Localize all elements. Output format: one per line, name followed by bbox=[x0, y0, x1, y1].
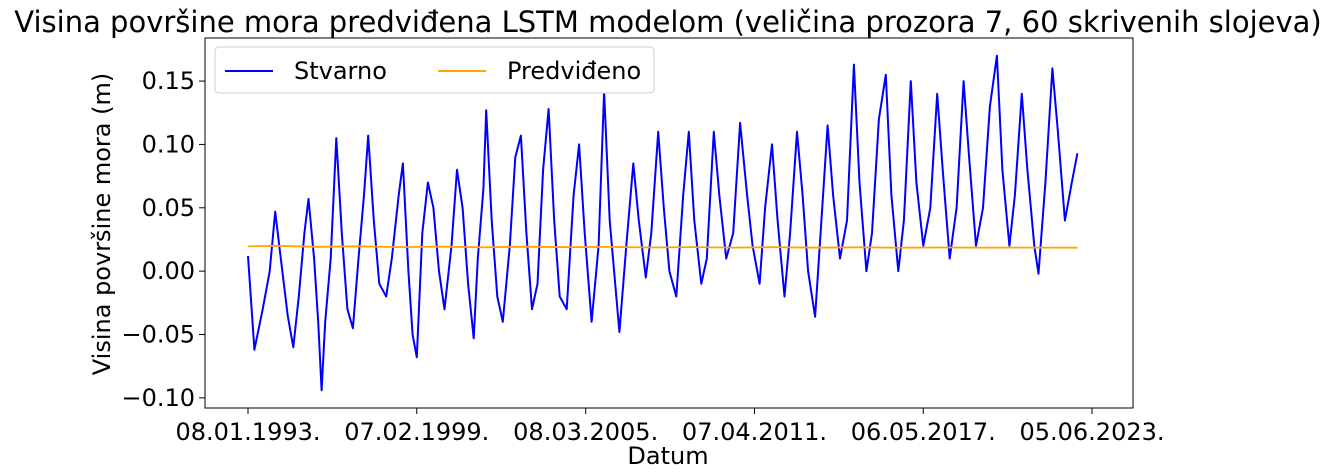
legend-label-predvideno: Predviđeno bbox=[507, 57, 641, 85]
y-axis-ticks: −0.10 −0.05 0.00 0.05 0.10 0.15 bbox=[121, 67, 205, 412]
y-tick-label: 0.10 bbox=[142, 130, 195, 158]
x-tick-label: 08.01.1993. bbox=[175, 418, 320, 446]
series-line-predvideno bbox=[247, 244, 1078, 249]
series-line-stvarno bbox=[247, 54, 1079, 392]
legend: Stvarno Predviđeno bbox=[214, 46, 655, 94]
x-tick-label: 06.05.2017. bbox=[851, 418, 996, 446]
x-tick-label: 07.02.1999. bbox=[344, 418, 489, 446]
series-layer bbox=[247, 54, 1079, 392]
y-axis-label: Visina površine mora (m) bbox=[88, 73, 116, 375]
legend-box bbox=[214, 46, 655, 94]
x-tick-label: 07.04.2011. bbox=[682, 418, 827, 446]
y-tick-label: 0.05 bbox=[142, 194, 195, 222]
y-tick-label: −0.10 bbox=[121, 384, 195, 412]
x-axis-ticks: 08.01.1993. 07.02.1999. 08.03.2005. 07.04.2… bbox=[175, 408, 1165, 446]
y-tick-label: 0.15 bbox=[142, 67, 195, 95]
legend-label-stvarno: Stvarno bbox=[294, 57, 387, 85]
y-tick-label: 0.00 bbox=[142, 257, 195, 285]
x-tick-label: 08.03.2005. bbox=[513, 418, 658, 446]
chart-title: Visina površine mora predviđena LSTM mod… bbox=[14, 5, 1321, 39]
plot-area bbox=[204, 37, 1134, 409]
x-tick-label: 05.06.2023. bbox=[1019, 418, 1164, 446]
y-tick-label: −0.05 bbox=[121, 321, 195, 349]
x-axis-label: Datum bbox=[627, 442, 708, 470]
